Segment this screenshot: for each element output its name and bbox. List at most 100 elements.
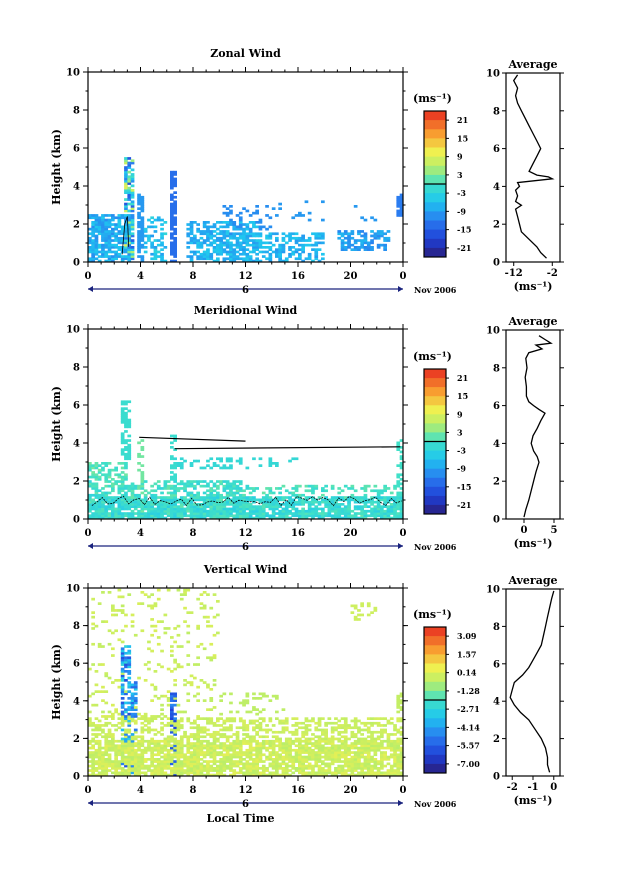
- heatmap-cell: [143, 503, 148, 506]
- heatmap-cell: [111, 509, 115, 513]
- heatmap-cell: [127, 744, 132, 748]
- heatmap-cell: [117, 236, 122, 240]
- heatmap-cell: [147, 746, 151, 750]
- heatmap-cell: [307, 753, 312, 757]
- heatmap-cell: [232, 255, 237, 258]
- heatmap-cell: [120, 663, 125, 666]
- heatmap-cell: [163, 221, 168, 224]
- heatmap-cell: [212, 654, 217, 657]
- heatmap-cell: [186, 484, 191, 488]
- heatmap-cell: [252, 507, 256, 511]
- heatmap-cell: [140, 482, 145, 486]
- heatmap-cell: [232, 259, 237, 263]
- heatmap-cell: [261, 250, 266, 254]
- heatmap-cell: [255, 753, 259, 757]
- heatmap-cell: [209, 512, 214, 515]
- heatmap-cell: [278, 753, 282, 757]
- heatmap-cell: [137, 239, 141, 242]
- heatmap-cell: [111, 259, 115, 263]
- heatmap-cell: [216, 516, 220, 520]
- heatmap-cell: [399, 708, 404, 711]
- heatmap-cell: [189, 764, 194, 768]
- x-tick-label: 16: [291, 785, 305, 796]
- heatmap-cell: [127, 660, 132, 664]
- heatmap-cell: [337, 503, 342, 506]
- heatmap-cell: [252, 211, 256, 215]
- heatmap-cell: [127, 409, 132, 413]
- heatmap-cell: [120, 255, 125, 258]
- heatmap-cell: [91, 475, 95, 479]
- heatmap-cell: [219, 225, 223, 229]
- heatmap-cells: [88, 588, 404, 777]
- heatmap-cell: [150, 737, 154, 741]
- heatmap-cell: [399, 505, 404, 508]
- heatmap-cell: [189, 753, 194, 757]
- heatmap-cell: [206, 232, 210, 236]
- heatmap-cell: [288, 742, 292, 745]
- heatmap-cell: [360, 246, 364, 249]
- heatmap-cell: [206, 767, 210, 770]
- heatmap-cell: [212, 724, 217, 727]
- heatmap-cell: [242, 699, 246, 702]
- heatmap-cell: [252, 248, 256, 251]
- heatmap-cell: [376, 236, 381, 240]
- heatmap-cell: [212, 730, 217, 734]
- heatmap-cell: [124, 182, 128, 185]
- heatmap-cell: [284, 771, 289, 775]
- heatmap-cell: [101, 227, 105, 231]
- heatmap-cell: [389, 771, 394, 775]
- heatmap-cell: [258, 221, 263, 224]
- heatmap-cell: [186, 717, 191, 720]
- heatmap-cell: [166, 742, 171, 745]
- heatmap-cell: [91, 259, 95, 263]
- heatmap-cell: [275, 239, 279, 242]
- heatmap-cell: [337, 505, 342, 508]
- heatmap-cell: [393, 726, 397, 730]
- heatmap-cell: [258, 225, 263, 229]
- heatmap-cell: [376, 232, 381, 236]
- heatmap-cell: [94, 239, 99, 242]
- heatmap-cell: [114, 755, 118, 759]
- heatmap-cell: [127, 658, 132, 662]
- heatmap-cell: [298, 493, 302, 497]
- heatmap-cell: [117, 505, 122, 508]
- heatmap-cell: [94, 505, 99, 508]
- heatmap-cell: [255, 724, 259, 727]
- heatmap-cell: [206, 708, 210, 711]
- heatmap-cell: [265, 487, 269, 490]
- heatmap-cell: [170, 645, 174, 648]
- heatmap-cell: [120, 402, 125, 406]
- heatmap-cell: [275, 764, 279, 768]
- heatmap-cell: [271, 500, 276, 504]
- heatmap-cell: [88, 742, 92, 745]
- heatmap-cell: [229, 218, 233, 222]
- heatmap-cell: [163, 744, 168, 748]
- heatmap-cell: [176, 512, 181, 515]
- heatmap-cell: [176, 507, 181, 511]
- heatmap-cell: [127, 232, 132, 236]
- heatmap-cell: [117, 462, 122, 465]
- heatmap-cell: [238, 257, 243, 261]
- heatmap-cell: [104, 751, 109, 754]
- heatmap-cell: [156, 730, 161, 734]
- heatmap-cell: [386, 507, 391, 511]
- heatmap-cell: [278, 773, 282, 777]
- heatmap-cell: [133, 496, 138, 499]
- heatmap-cell: [183, 744, 187, 748]
- heatmap-cell: [281, 250, 286, 254]
- average-y-tick-label: 0: [493, 258, 500, 269]
- average-y-tick-label: 4: [493, 697, 500, 708]
- heatmap-cell: [137, 250, 141, 254]
- heatmap-cell: [127, 516, 132, 520]
- heatmap-cell: [343, 737, 348, 741]
- heatmap-cell: [396, 496, 401, 499]
- heatmap-cell: [143, 493, 148, 497]
- heatmap-cell: [353, 769, 358, 772]
- heatmap-cell: [124, 514, 128, 518]
- heatmap-cell: [301, 507, 305, 511]
- heatmap-cell: [238, 248, 243, 251]
- heatmap-cell: [212, 755, 217, 759]
- x-tick-label: 0: [85, 785, 92, 796]
- heatmap-cell: [196, 656, 200, 660]
- heatmap-cell: [278, 491, 282, 495]
